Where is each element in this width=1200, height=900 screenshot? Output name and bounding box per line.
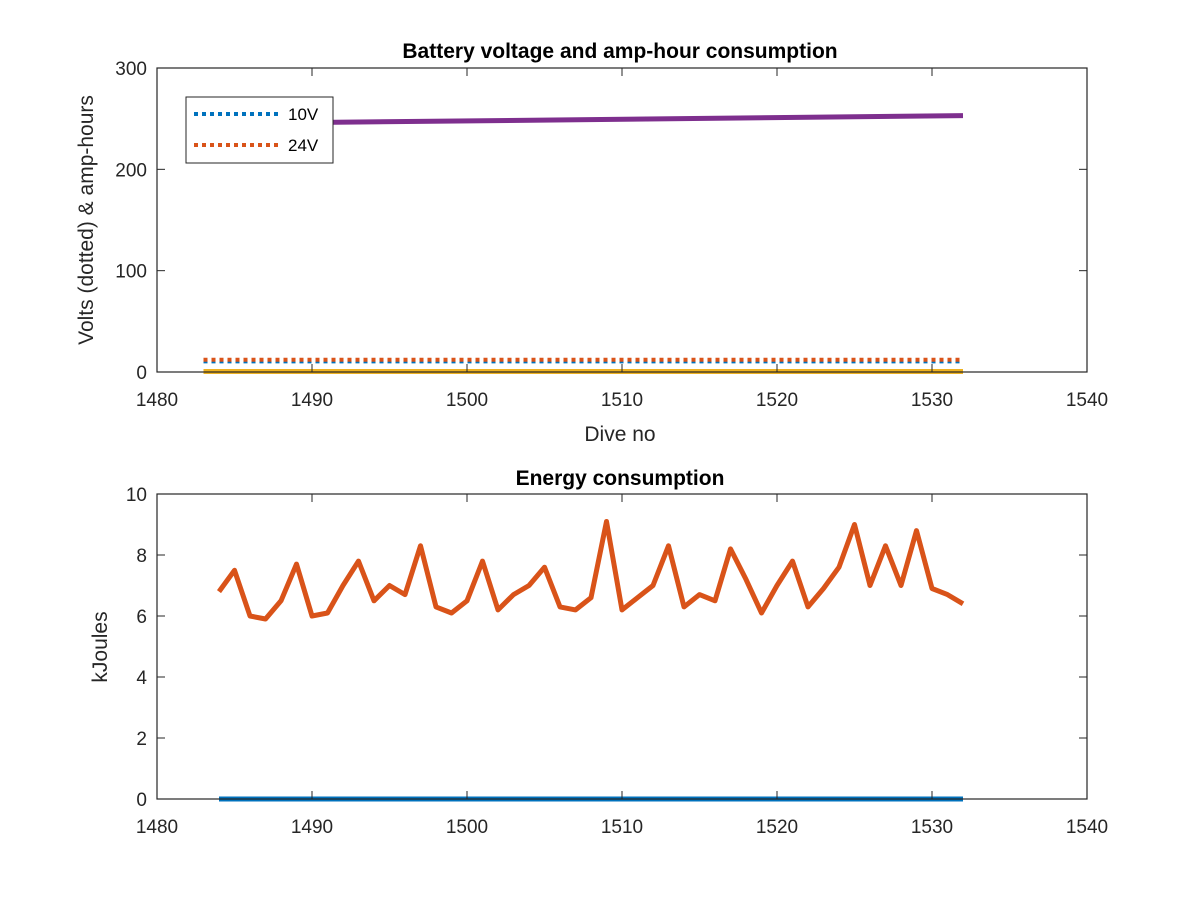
x-tick-label: 1510 [601, 390, 643, 411]
y-tick-label: 10 [126, 485, 147, 506]
y-tick-label: 100 [115, 262, 147, 283]
series-line-0 [216, 519, 965, 622]
legend-label-10v: 10V [288, 105, 319, 124]
legend-box [185, 96, 334, 164]
battery-voltage-chart: Battery voltage and amp-hour consumption… [75, 40, 1108, 446]
x-tick-label: 1520 [756, 390, 798, 411]
y-tick-label: 0 [136, 790, 147, 811]
y-axis-label: kJoules [89, 611, 112, 682]
x-tick-label: 1480 [136, 817, 178, 838]
plot-area-border [156, 493, 1088, 800]
y-axis-label: Volts (dotted) & amp-hours [75, 95, 98, 345]
legend: 10V 24V [185, 96, 334, 164]
y-tick-label: 2 [136, 729, 147, 750]
x-axis-label: Dive no [584, 423, 655, 446]
x-tick-label: 1490 [291, 817, 333, 838]
x-tick-label: 1540 [1066, 390, 1108, 411]
y-tick-label: 4 [136, 668, 147, 689]
y-tick-label: 0 [136, 363, 147, 384]
chart-title: Energy consumption [516, 467, 725, 490]
y-tick-label: 6 [136, 607, 147, 628]
plot-area-border [156, 67, 1088, 373]
x-tick-label: 1480 [136, 390, 178, 411]
y-tick-label: 300 [115, 59, 147, 80]
x-tick-label: 1510 [601, 817, 643, 838]
legend-label-24v: 24V [288, 136, 319, 155]
x-tick-label: 1530 [911, 817, 953, 838]
x-tick-label: 1530 [911, 390, 953, 411]
x-tick-label: 1500 [446, 817, 488, 838]
y-tick-label: 200 [115, 160, 147, 181]
energy-consumption-chart: Energy consumption 1480 1490 1500 1510 1520 1… [89, 467, 1108, 838]
x-tick-label: 1540 [1066, 817, 1108, 838]
x-tick-label: 1520 [756, 817, 798, 838]
chart-title: Battery voltage and amp-hour consumption [402, 40, 837, 63]
y-tick-label: 8 [136, 546, 147, 567]
x-tick-label: 1490 [291, 390, 333, 411]
x-tick-label: 1500 [446, 390, 488, 411]
